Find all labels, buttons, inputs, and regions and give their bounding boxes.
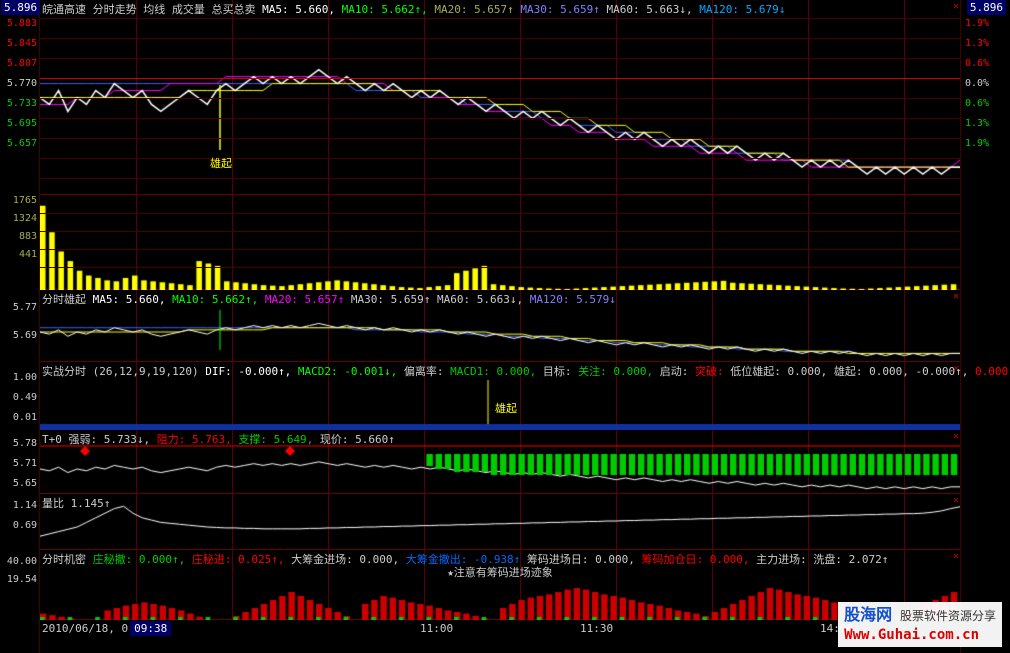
price-box-right: 5.896	[967, 0, 1006, 15]
left-axis: 5.8835.8455.8075.7705.7335.6955.65717651…	[0, 0, 40, 653]
chart-area[interactable]: 皖通高速 分时走势 均线 成交量 总买总卖 MA5: 5.660, MA10: …	[40, 0, 960, 653]
watermark: 股海网 股票软件资源分享 Www.Guhai.com.cn	[838, 602, 1002, 647]
time-axis: 2010/06/18, 009:3811:0011:3014:00	[40, 620, 960, 636]
right-axis: 1.9%1.3%0.6%0.0%0.6%1.3%1.9%	[960, 0, 1010, 653]
price-box-left: 5.896	[1, 0, 40, 15]
